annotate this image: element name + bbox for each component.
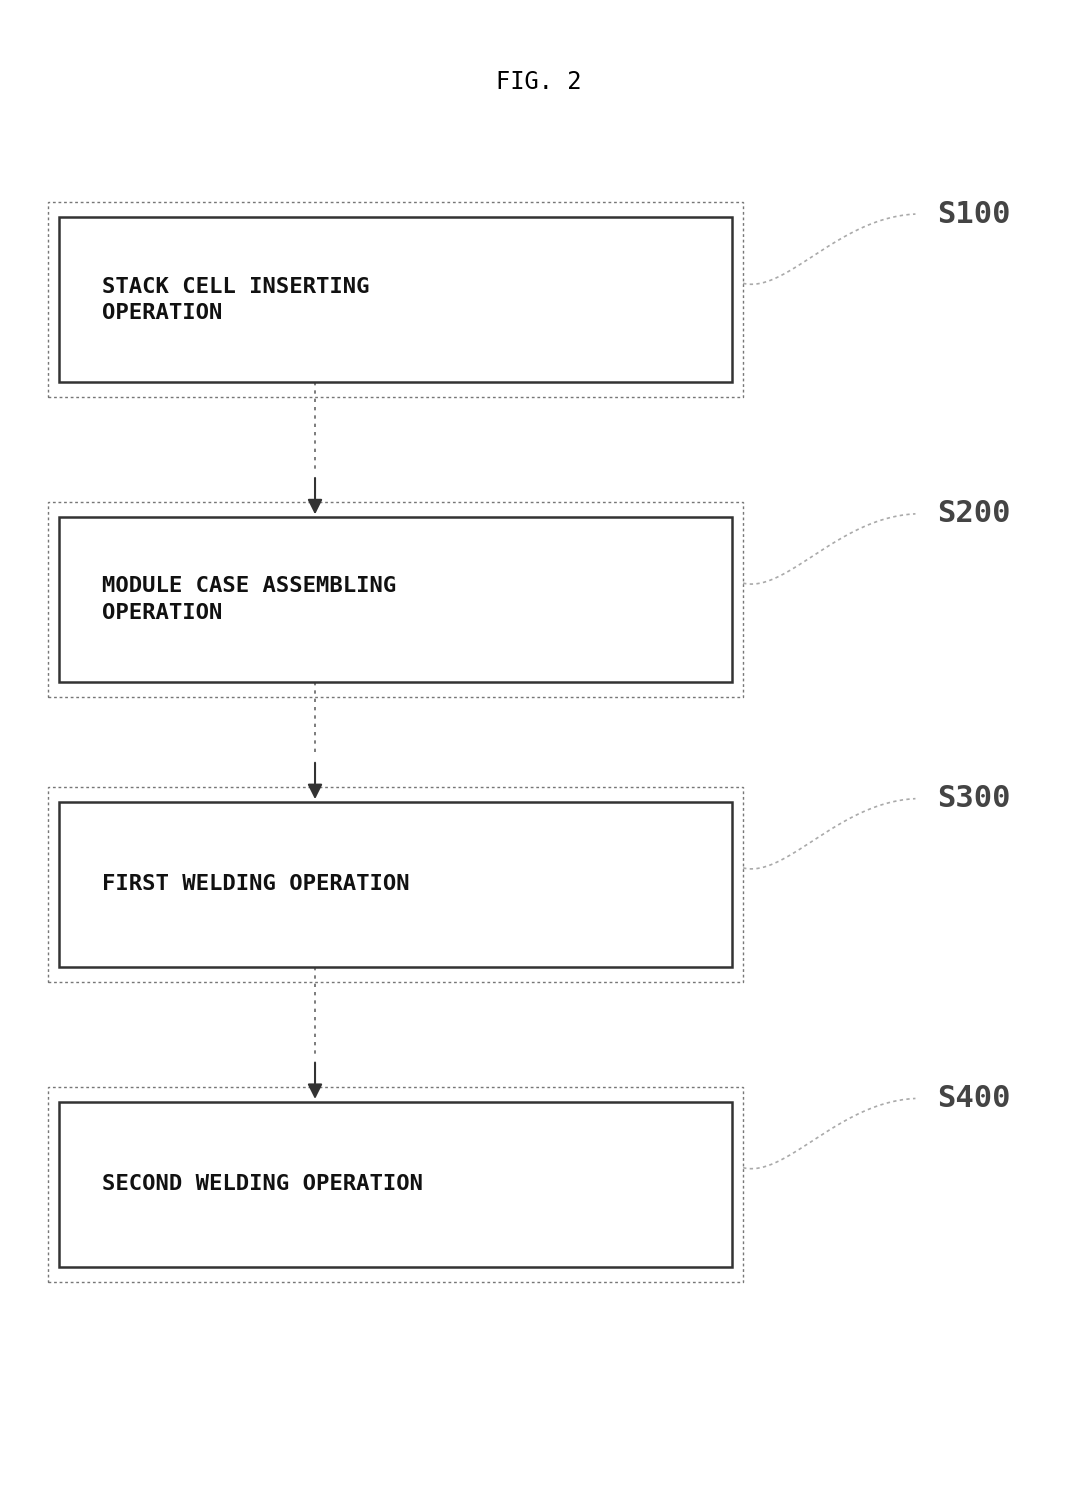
Text: S100: S100 (937, 199, 1010, 228)
Text: FIRST WELDING OPERATION: FIRST WELDING OPERATION (102, 874, 410, 895)
Text: S200: S200 (937, 499, 1010, 528)
Text: MODULE CASE ASSEMBLING
OPERATION: MODULE CASE ASSEMBLING OPERATION (102, 577, 396, 622)
Text: S300: S300 (937, 784, 1010, 812)
FancyBboxPatch shape (59, 1102, 732, 1267)
FancyBboxPatch shape (59, 217, 732, 382)
Text: SECOND WELDING OPERATION: SECOND WELDING OPERATION (102, 1174, 423, 1195)
FancyBboxPatch shape (59, 517, 732, 682)
FancyBboxPatch shape (59, 802, 732, 967)
Text: FIG. 2: FIG. 2 (495, 70, 582, 94)
Text: S400: S400 (937, 1084, 1010, 1112)
Text: STACK CELL INSERTING
OPERATION: STACK CELL INSERTING OPERATION (102, 277, 369, 322)
